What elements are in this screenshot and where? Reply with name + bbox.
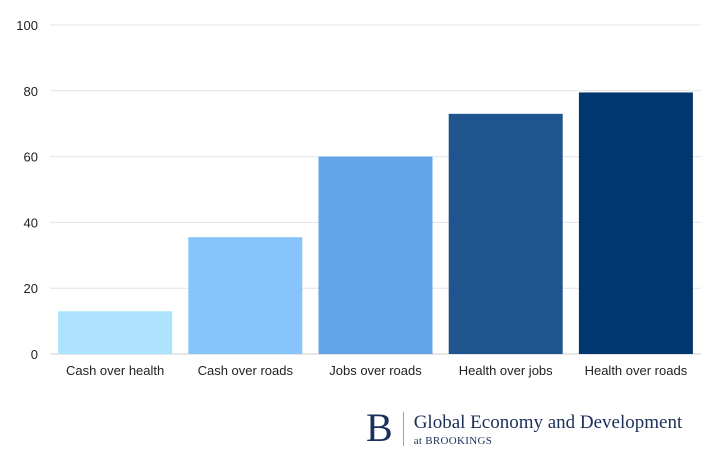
x-tick-label: Health over jobs [459, 363, 553, 378]
bar-jobs-over-roads [318, 156, 433, 354]
x-tick-label: Health over roads [585, 363, 688, 378]
bar-health-over-roads [578, 92, 693, 354]
y-tick-label: 40 [24, 215, 38, 230]
brand-title: Global Economy and Development [413, 412, 683, 433]
y-tick-label: 0 [31, 347, 38, 362]
brand-mark: B [366, 405, 393, 450]
y-tick-label: 20 [24, 281, 38, 296]
brookings-logo: B Global Economy and Development at BROO… [366, 408, 682, 452]
brand-subtitle: at BROOKINGS [413, 435, 493, 447]
brand-text: Global Economy and Development at BROOKI… [414, 408, 683, 448]
bar-cash-over-roads [188, 237, 303, 354]
bar-cash-over-health [58, 311, 173, 354]
y-tick-label: 100 [16, 18, 38, 33]
x-axis-labels: Cash over health Cash over roads Jobs over… [66, 363, 688, 378]
brand-divider [402, 412, 404, 446]
x-tick-label: Cash over roads [198, 363, 294, 378]
y-axis-ticks: 0 20 40 60 80 100 [16, 18, 38, 362]
y-tick-label: 80 [24, 84, 38, 99]
bars [58, 92, 693, 354]
bar-chart: 0 20 40 60 80 100 Cash over health Cash over r… [16, 18, 701, 378]
y-tick-label: 60 [24, 150, 38, 165]
x-tick-label: Jobs over roads [329, 363, 422, 378]
bar-health-over-jobs [448, 113, 563, 354]
x-tick-label: Cash over health [66, 363, 164, 378]
